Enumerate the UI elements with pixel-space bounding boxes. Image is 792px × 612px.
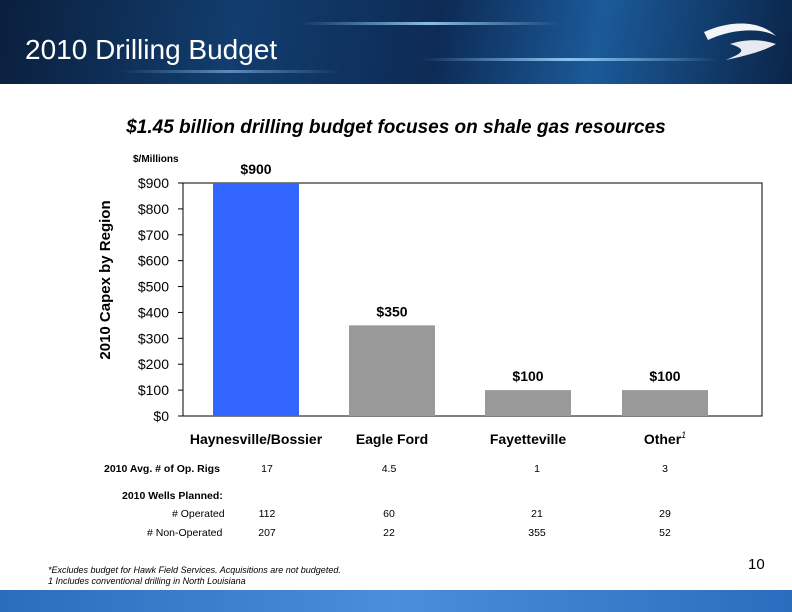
nonop-row-label: # Non-Operated [147, 527, 223, 539]
bar-2 [349, 325, 435, 416]
rigs-row-label: 2010 Avg. # of Op. Rigs [104, 463, 220, 475]
y-tick-label: $600 [138, 253, 169, 269]
y-tick-label: $0 [153, 408, 169, 424]
y-tick-label: $100 [138, 382, 169, 398]
rigs-value-other: 3 [662, 463, 668, 475]
nonop-value-other: 52 [659, 527, 671, 539]
bar-4 [622, 390, 708, 416]
capex-bar-chart: $/Millions 2010 Capex by Region $0 $100 $2… [97, 154, 763, 447]
y-tick-label: $800 [138, 201, 169, 217]
data-label: $100 [649, 368, 680, 384]
swoosh-logo-icon [704, 23, 776, 60]
x-tick-label: Haynesville/Bossier [190, 431, 323, 447]
y-tick-label: $500 [138, 279, 169, 295]
operated-value-eagle-ford: 60 [383, 508, 395, 520]
rigs-value-haynesville: 17 [261, 463, 273, 475]
x-tick-label: Fayetteville [490, 431, 566, 447]
y-tick-label: $200 [138, 356, 169, 372]
x-tick-label: Other1 [644, 430, 686, 447]
data-label: $350 [376, 303, 407, 319]
header-banner: 2010 Drilling Budget [0, 0, 792, 84]
chart-subtitle: $1.45 billion drilling budget focuses on… [126, 117, 666, 138]
rigs-value-fayetteville: 1 [534, 463, 540, 475]
data-label: $100 [512, 368, 543, 384]
bottom-accent-bar [0, 590, 792, 612]
plot-frame [182, 182, 763, 417]
operated-value-fayetteville: 21 [531, 508, 543, 520]
footnote-other: 1 Includes conventional drilling in Nort… [48, 576, 246, 586]
y-tick-label: $900 [138, 175, 169, 191]
bar-1 [213, 183, 299, 416]
nonop-value-haynesville: 207 [258, 527, 276, 539]
rigs-value-eagle-ford: 4.5 [381, 463, 397, 475]
page-title: 2010 Drilling Budget [25, 34, 278, 65]
operated-row-label: # Operated [172, 508, 225, 520]
unit-label: $/Millions [133, 154, 179, 165]
y-axis-title: 2010 Capex by Region [97, 200, 114, 359]
operated-value-haynesville: 112 [258, 508, 276, 520]
nonop-value-eagle-ford: 22 [383, 527, 395, 539]
x-tick-label: Eagle Ford [356, 431, 428, 447]
data-label: $900 [240, 161, 271, 177]
footnote-excludes: *Excludes budget for Hawk Field Services… [48, 565, 341, 575]
bar-3 [485, 390, 571, 416]
wells-planned-label: 2010 Wells Planned: [122, 490, 223, 502]
y-tick-label: $300 [138, 330, 169, 346]
y-tick-label: $700 [138, 227, 169, 243]
page-number: 10 [748, 556, 765, 573]
operated-value-other: 29 [659, 508, 671, 520]
y-tick-label: $400 [138, 304, 169, 320]
nonop-value-fayetteville: 355 [528, 527, 546, 539]
